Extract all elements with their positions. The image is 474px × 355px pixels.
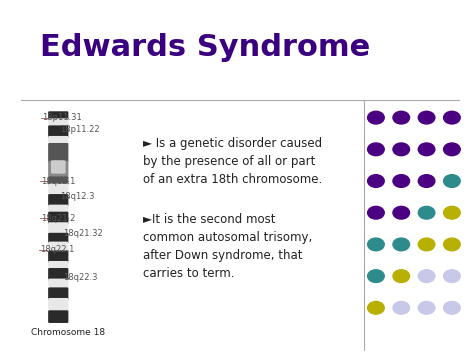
FancyBboxPatch shape: [48, 233, 68, 244]
Circle shape: [393, 238, 410, 251]
Circle shape: [368, 175, 384, 187]
FancyBboxPatch shape: [48, 242, 68, 252]
FancyBboxPatch shape: [48, 310, 68, 323]
FancyBboxPatch shape: [48, 204, 68, 214]
FancyBboxPatch shape: [48, 176, 68, 186]
Circle shape: [393, 175, 410, 187]
Circle shape: [393, 206, 410, 219]
Text: ► Is a genetic disorder caused
by the presence of all or part
of an extra 18th c: ► Is a genetic disorder caused by the pr…: [144, 137, 323, 186]
FancyBboxPatch shape: [48, 261, 68, 270]
Text: 18q12.3: 18q12.3: [61, 192, 95, 201]
Circle shape: [368, 111, 384, 124]
Circle shape: [368, 206, 384, 219]
Circle shape: [444, 238, 460, 251]
Circle shape: [368, 301, 384, 314]
Circle shape: [368, 238, 384, 251]
Circle shape: [418, 111, 435, 124]
FancyBboxPatch shape: [48, 279, 68, 290]
FancyBboxPatch shape: [48, 194, 68, 207]
Circle shape: [418, 238, 435, 251]
FancyBboxPatch shape: [48, 298, 68, 312]
Text: 18q22.3: 18q22.3: [63, 273, 97, 282]
FancyBboxPatch shape: [48, 184, 68, 196]
Text: Chromosome 18: Chromosome 18: [31, 328, 105, 337]
Circle shape: [393, 111, 410, 124]
Circle shape: [444, 143, 460, 155]
Text: 18q21.2: 18q21.2: [41, 213, 75, 223]
Circle shape: [444, 270, 460, 283]
FancyBboxPatch shape: [48, 288, 68, 300]
Text: 18q22.1: 18q22.1: [40, 245, 74, 254]
FancyBboxPatch shape: [48, 250, 68, 263]
FancyBboxPatch shape: [48, 111, 68, 120]
Circle shape: [418, 143, 435, 155]
Circle shape: [418, 301, 435, 314]
Text: Edwards Syndrome: Edwards Syndrome: [40, 33, 371, 62]
FancyBboxPatch shape: [48, 125, 68, 138]
Circle shape: [368, 270, 384, 283]
Circle shape: [393, 270, 410, 283]
FancyBboxPatch shape: [48, 212, 68, 224]
Circle shape: [444, 111, 460, 124]
FancyBboxPatch shape: [48, 222, 68, 235]
Circle shape: [393, 301, 410, 314]
Circle shape: [444, 175, 460, 187]
Circle shape: [393, 143, 410, 155]
Circle shape: [418, 206, 435, 219]
FancyBboxPatch shape: [48, 143, 68, 163]
FancyBboxPatch shape: [48, 160, 68, 179]
FancyBboxPatch shape: [48, 268, 68, 281]
Circle shape: [444, 206, 460, 219]
Text: 18p11.22: 18p11.22: [61, 125, 100, 135]
FancyBboxPatch shape: [51, 160, 65, 174]
Circle shape: [444, 301, 460, 314]
FancyBboxPatch shape: [48, 136, 68, 145]
Circle shape: [368, 143, 384, 155]
Text: 18q21.32: 18q21.32: [63, 229, 102, 238]
FancyBboxPatch shape: [48, 118, 68, 127]
Text: 18q12.1: 18q12.1: [41, 176, 75, 186]
Circle shape: [418, 270, 435, 283]
Text: 18p11.31: 18p11.31: [42, 113, 82, 122]
Text: ►It is the second most
common autosomal trisomy,
after Down syndrome, that
carri: ►It is the second most common autosomal …: [144, 213, 313, 280]
Circle shape: [418, 175, 435, 187]
